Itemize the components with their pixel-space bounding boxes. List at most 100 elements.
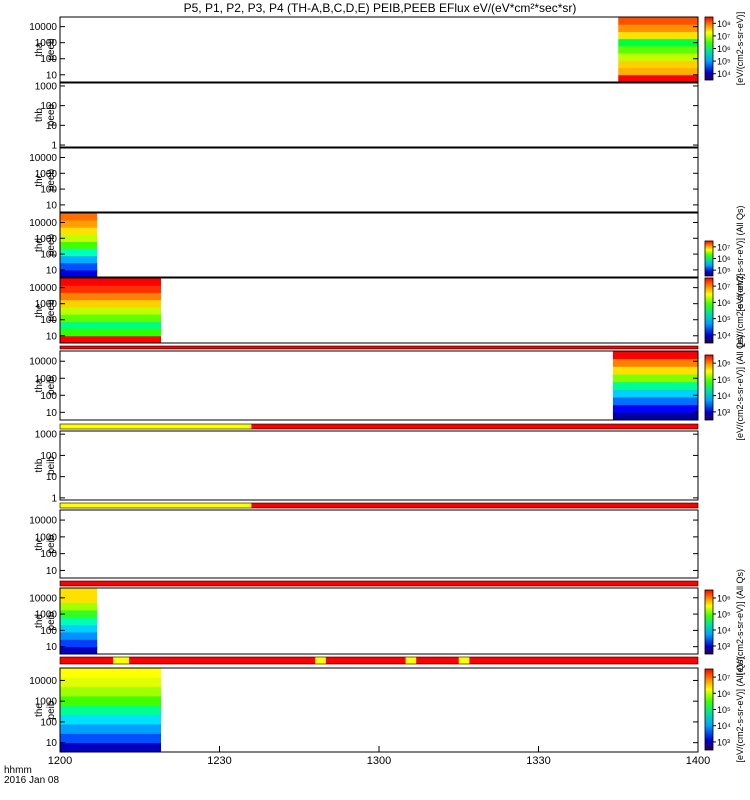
- flag-segment: [251, 503, 698, 508]
- spectrogram-band: [618, 53, 698, 61]
- y-tick-label: 10000: [29, 357, 57, 368]
- y-tick-label: 100: [40, 250, 57, 261]
- y-tick-label: 10000: [29, 516, 57, 527]
- flag-segment: [405, 657, 417, 664]
- spectrogram-band: [60, 335, 162, 344]
- spectrogram-band: [60, 714, 162, 725]
- panel-ylabel: tha: [34, 42, 45, 56]
- colorbar-label: 10⁷: [717, 242, 730, 252]
- panel-ylabel: peib: [46, 611, 57, 630]
- y-tick-label: 100: [40, 315, 57, 326]
- spectrogram-band: [60, 595, 98, 604]
- spectrogram-band: [618, 24, 698, 32]
- colorbar-label: 10⁸: [717, 19, 731, 29]
- flag-segment: [113, 657, 130, 664]
- spectrogram-band: [60, 306, 162, 315]
- chart-title: P5, P1, P2, P3, P4 (TH-A,B,C,D,E) PEIB,P…: [183, 1, 577, 15]
- colorbar-label: 10⁴: [717, 721, 731, 731]
- flag-segment: [60, 657, 698, 664]
- y-tick-label: 10: [46, 472, 58, 483]
- panel-ylabel: tha: [34, 378, 45, 392]
- colorbar-label: 10⁴: [717, 69, 731, 79]
- y-tick-label: 100: [40, 391, 57, 402]
- x-tick-label: 1200: [48, 755, 72, 767]
- spectrogram-band: [618, 17, 698, 25]
- flag-bar-frame: [59, 580, 699, 587]
- y-tick-label: 100: [40, 451, 57, 462]
- spectrogram-band: [618, 31, 698, 40]
- y-tick-label: 10: [46, 738, 58, 749]
- panel-ylabel: thb: [34, 458, 45, 472]
- panel-frame: [59, 350, 699, 421]
- y-tick-label: 1000: [35, 374, 58, 385]
- spectrogram-band: [612, 351, 698, 360]
- panel-ylabel: peib: [46, 700, 57, 719]
- y-tick-label: 10: [46, 408, 58, 419]
- flag-segment: [458, 657, 470, 664]
- y-tick-label: 10000: [29, 593, 57, 604]
- spectrogram-band: [612, 374, 698, 383]
- colorbar-label: 10³: [717, 737, 730, 747]
- panel-ylabel: thc: [34, 537, 45, 550]
- spectrogram-band: [618, 60, 698, 69]
- panel-frame: [59, 82, 699, 148]
- panel-frame: [59, 587, 699, 655]
- y-tick-label: 10000: [29, 283, 57, 294]
- spectrogram-band: [60, 624, 98, 633]
- spectrogram-band: [60, 639, 98, 648]
- colorbar: [704, 668, 714, 751]
- y-tick-label: 100: [40, 185, 57, 196]
- x-tick-label: 1300: [367, 755, 391, 767]
- colorbar-label: 10⁶: [717, 689, 731, 699]
- y-tick-label: 100: [40, 626, 57, 637]
- spectrogram-band: [612, 412, 698, 421]
- colorbar: [704, 589, 714, 655]
- spectrogram-band: [60, 278, 162, 286]
- y-tick-label: 1000: [35, 697, 58, 708]
- spectrogram-band: [60, 269, 98, 278]
- panel-ylabel: thb: [34, 108, 45, 122]
- colorbar-title: [eV/(cm2-s-sr-eV)]: [735, 12, 745, 86]
- spectrogram-band: [60, 696, 162, 706]
- colorbar-label: 10⁵: [717, 57, 731, 67]
- panel-frame: [59, 509, 699, 579]
- spectrogram-band: [60, 646, 98, 655]
- panel-ylabel: the: [34, 703, 45, 717]
- colorbar-label: 10⁶: [717, 298, 731, 308]
- spectrogram-band: [618, 67, 698, 76]
- flag-segment: [60, 581, 698, 586]
- spectrogram-band: [612, 366, 698, 375]
- y-tick-label: 10000: [29, 153, 57, 164]
- y-tick-label: 1000: [35, 430, 58, 441]
- colorbar-label: 10⁶: [717, 254, 731, 264]
- y-tick-label: 10: [46, 642, 58, 653]
- x-tick-label: 1230: [207, 755, 231, 767]
- colorbar: [704, 277, 714, 344]
- colorbar-label: 10³: [717, 642, 730, 652]
- flag-bar-frame: [59, 656, 699, 665]
- x-tick-label: 1400: [686, 755, 710, 767]
- y-tick-label: 1000: [35, 299, 58, 310]
- flag-segment: [60, 503, 252, 508]
- spectrogram-band: [612, 389, 698, 398]
- y-tick-label: 10: [46, 265, 58, 276]
- colorbar-label: 10⁶: [717, 594, 731, 604]
- y-tick-label: 1000: [35, 169, 58, 180]
- x-tick-label: 1330: [526, 755, 550, 767]
- spectrogram-band: [612, 358, 698, 367]
- panel-ylabel: peib: [46, 534, 57, 553]
- colorbar-title: [eV/(cm2-s-sr-eV)] (All Qs): [735, 656, 745, 762]
- colorbar-label: 10⁶: [717, 44, 731, 54]
- spectrogram-band: [60, 686, 162, 697]
- spectrogram-band: [60, 299, 162, 308]
- colorbar: [704, 16, 714, 81]
- colorbar-title: [eV/(cm2-s-sr-eV)]: [735, 274, 745, 348]
- panel-ylabel: peeb: [46, 233, 57, 256]
- colorbar-label: 10⁵: [717, 705, 731, 715]
- panel-ylabel: the: [34, 303, 45, 317]
- spectrogram-band: [60, 733, 162, 744]
- y-tick-label: 10: [46, 566, 58, 577]
- spectrogram-band: [60, 220, 98, 228]
- y-tick-label: 10: [46, 200, 58, 211]
